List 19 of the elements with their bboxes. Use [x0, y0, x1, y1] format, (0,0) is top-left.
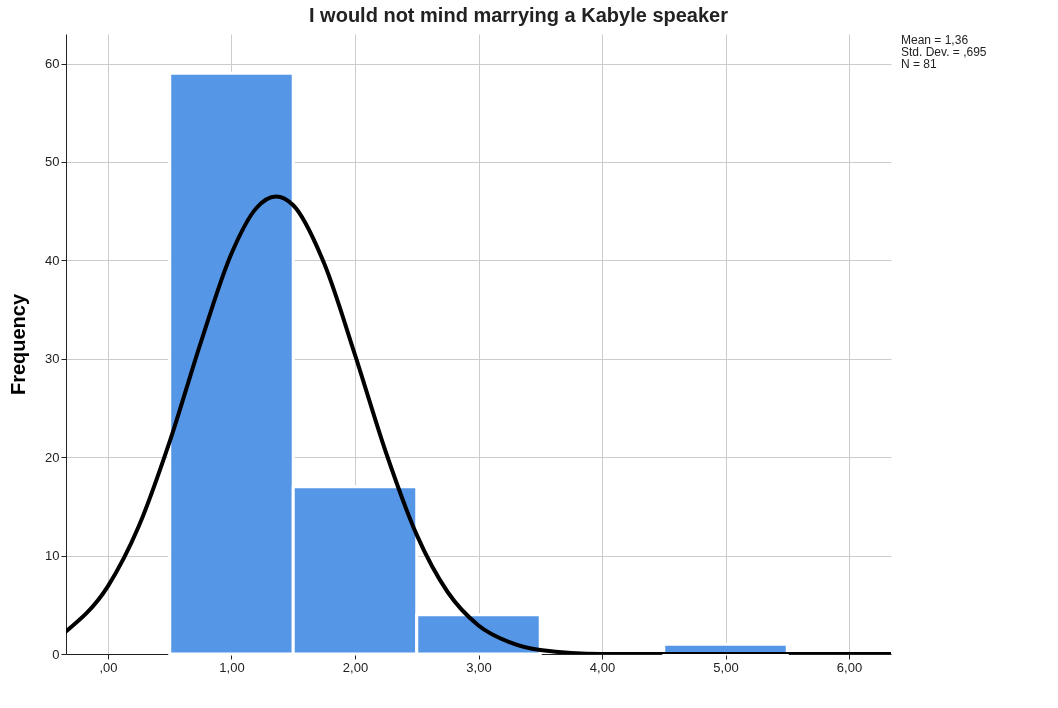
x-tick-label: 5,00: [713, 659, 739, 675]
text: N = 81: [901, 57, 938, 71]
y-axis-title: Frequency: [7, 293, 30, 396]
x-tick-label: 4,00: [589, 659, 616, 675]
y-tick-label: 30: [45, 351, 60, 367]
x-tick-label: 2,00: [342, 659, 369, 675]
chart-title: I would not mind marrying a Kabyle speaker: [309, 4, 729, 26]
x-tick-label: 3,00: [466, 659, 492, 675]
x-tick-label: 6,00: [836, 659, 863, 675]
y-tick-label: 20: [45, 449, 60, 465]
y-tick-label: 10: [45, 548, 60, 564]
text: Mean = 1,36: [901, 33, 969, 47]
y-tick-label: 40: [45, 252, 60, 268]
y-tick-label: 60: [45, 56, 60, 72]
x-tick-label: ,00: [99, 659, 118, 675]
y-tick-label: 50: [45, 154, 60, 170]
y-tick-label: 0: [52, 646, 60, 662]
x-tick-label: 1,00: [219, 659, 245, 675]
text: Std. Dev. = ,695: [901, 45, 987, 59]
